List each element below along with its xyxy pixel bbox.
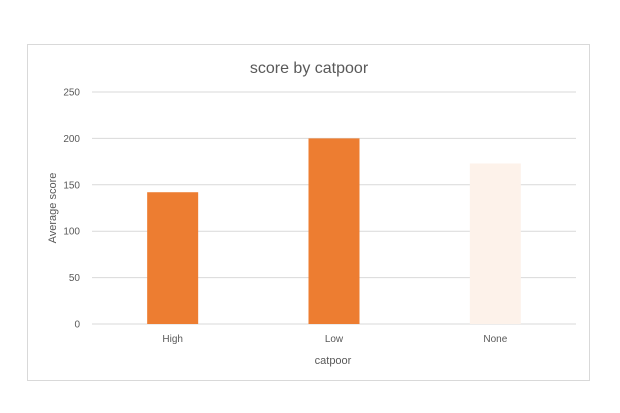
x-tick-label-none: None (483, 334, 507, 345)
y-axis-tick-labels: 0 50 100 150 200 250 (63, 88, 80, 331)
x-tick-label-low: Low (325, 334, 344, 345)
y-tick-label: 100 (63, 227, 80, 238)
y-tick-label: 0 (74, 320, 80, 331)
y-tick-label: 50 (69, 273, 81, 284)
bars (147, 138, 521, 324)
x-axis-label: catpoor (315, 355, 352, 367)
x-tick-label-high: High (162, 334, 183, 345)
x-axis-tick-labels: High Low None (162, 334, 507, 345)
y-tick-label: 200 (63, 134, 80, 145)
bar-low (308, 138, 360, 324)
y-tick-label: 150 (63, 180, 80, 191)
y-tick-label: 250 (63, 88, 80, 99)
chart-title: score by catpoor (250, 60, 369, 77)
bar-high (147, 192, 199, 324)
bar-none (469, 163, 521, 324)
y-axis-label: Average score (47, 173, 59, 244)
